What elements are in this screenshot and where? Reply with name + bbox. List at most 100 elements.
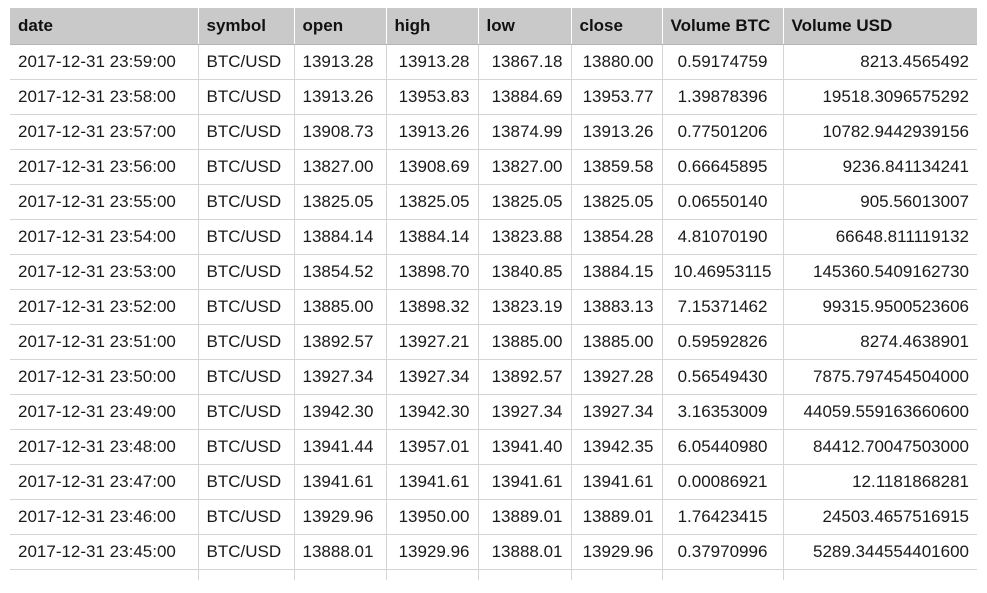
column-header-open[interactable]: open xyxy=(294,8,387,45)
cell-volume-btc[interactable]: 0.59592826 xyxy=(662,324,784,360)
cell-low[interactable]: 13874.99 xyxy=(478,114,572,150)
cell-high[interactable]: 13913.28 xyxy=(386,44,479,80)
cell-date[interactable]: 2017-12-31 23:55:00 xyxy=(10,184,199,220)
cell-volume-usd[interactable]: 84412.70047503000 xyxy=(783,429,977,465)
cell-open[interactable]: 13888.01 xyxy=(294,534,387,570)
cell-volume-btc[interactable]: 1.76423415 xyxy=(662,499,784,535)
cell-open[interactable]: 13941.44 xyxy=(294,429,387,465)
cell-volume-btc[interactable]: 0.66645895 xyxy=(662,149,784,185)
cell-close[interactable]: 13885.00 xyxy=(571,324,663,360)
cell-volume-btc[interactable]: 7.15371462 xyxy=(662,289,784,325)
cell-high[interactable]: 13898.32 xyxy=(386,289,479,325)
cell-low[interactable]: 13884.69 xyxy=(478,79,572,115)
table-row[interactable]: 2017-12-31 23:51:00 BTC/USD 13892.57 13927.… xyxy=(10,324,977,360)
cell-open[interactable]: 13908.73 xyxy=(294,114,387,150)
cell-low[interactable]: 13889.01 xyxy=(478,499,572,535)
cell-volume-btc[interactable]: 0.37970996 xyxy=(662,534,784,570)
cell-volume-usd[interactable]: 10782.9442939156 xyxy=(783,114,977,150)
cell-date[interactable]: 2017-12-31 23:45:00 xyxy=(10,534,199,570)
cell-volume-usd[interactable]: 145360.5409162730 xyxy=(783,254,977,290)
cell-open[interactable]: 13854.52 xyxy=(294,254,387,290)
cell-date[interactable]: 2017-12-31 23:50:00 xyxy=(10,359,199,395)
cell-open[interactable]: 13884.14 xyxy=(294,219,387,255)
cell-low[interactable]: 13827.00 xyxy=(478,149,572,185)
cell-open[interactable]: 13929.96 xyxy=(294,499,387,535)
cell-volume-btc[interactable]: 1.39878396 xyxy=(662,79,784,115)
cell-date[interactable]: 2017-12-31 23:57:00 xyxy=(10,114,199,150)
cell-symbol[interactable]: BTC/USD xyxy=(198,499,295,535)
column-header-date[interactable]: date xyxy=(10,8,199,45)
cell-symbol[interactable]: BTC/USD xyxy=(198,79,295,115)
cell-volume-btc[interactable]: 0.59174759 xyxy=(662,44,784,80)
cell-low[interactable]: 13867.18 xyxy=(478,44,572,80)
column-header-volume-btc[interactable]: Volume BTC xyxy=(662,8,784,45)
cell-date[interactable]: 2017-12-31 23:54:00 xyxy=(10,219,199,255)
cell-symbol[interactable]: BTC/USD xyxy=(198,44,295,80)
table-row[interactable]: 2017-12-31 23:48:00 BTC/USD 13941.44 13957.… xyxy=(10,429,977,465)
cell-date[interactable]: 2017-12-31 23:52:00 xyxy=(10,289,199,325)
table-row[interactable]: 2017-12-31 23:54:00 BTC/USD 13884.14 13884.… xyxy=(10,219,977,255)
cell-volume-usd[interactable]: 12.1181868281 xyxy=(783,464,977,500)
cell-date[interactable]: 2017-12-31 23:47:00 xyxy=(10,464,199,500)
cell-volume-btc[interactable]: 0.56549430 xyxy=(662,359,784,395)
table-row[interactable]: 2017-12-31 23:52:00 BTC/USD 13885.00 13898.… xyxy=(10,289,977,325)
table-row[interactable]: 2017-12-31 23:50:00 BTC/USD 13927.34 13927.… xyxy=(10,359,977,395)
cell-date[interactable]: 2017-12-31 23:51:00 xyxy=(10,324,199,360)
cell-open[interactable]: 13941.61 xyxy=(294,464,387,500)
cell-volume-usd[interactable]: 905.56013007 xyxy=(783,184,977,220)
cell-date[interactable]: 2017-12-31 23:48:00 xyxy=(10,429,199,465)
cell-symbol[interactable]: BTC/USD xyxy=(198,114,295,150)
cell-symbol[interactable]: BTC/USD xyxy=(198,534,295,570)
cell-high[interactable]: 13950.00 xyxy=(386,499,479,535)
cell-volume-usd[interactable]: 66648.811119132 xyxy=(783,219,977,255)
cell-date[interactable]: 2017-12-31 23:46:00 xyxy=(10,499,199,535)
cell-date[interactable]: 2017-12-31 23:56:00 xyxy=(10,149,199,185)
cell-volume-btc[interactable]: 4.81070190 xyxy=(662,219,784,255)
cell-high[interactable]: 13957.01 xyxy=(386,429,479,465)
cell-volume-btc[interactable]: 6.05440980 xyxy=(662,429,784,465)
cell-volume-btc[interactable]: 3.16353009 xyxy=(662,394,784,430)
cell-close[interactable]: 13880.00 xyxy=(571,44,663,80)
table-row[interactable]: 2017-12-31 23:47:00 BTC/USD 13941.61 13941.… xyxy=(10,464,977,500)
cell-volume-btc[interactable]: 0.00086921 xyxy=(662,464,784,500)
cell-close[interactable]: 13913.26 xyxy=(571,114,663,150)
cell-close[interactable]: 13854.28 xyxy=(571,219,663,255)
cell-close[interactable]: 13927.28 xyxy=(571,359,663,395)
cell-high[interactable]: 13953.83 xyxy=(386,79,479,115)
cell-high[interactable]: 13927.34 xyxy=(386,359,479,395)
cell-close[interactable]: 13883.13 xyxy=(571,289,663,325)
cell-symbol[interactable]: BTC/USD xyxy=(198,149,295,185)
cell-low[interactable]: 13927.34 xyxy=(478,394,572,430)
cell-volume-usd[interactable]: 8213.4565492 xyxy=(783,44,977,80)
cell-low[interactable]: 13885.00 xyxy=(478,324,572,360)
cell-high[interactable]: 13908.69 xyxy=(386,149,479,185)
cell-low[interactable]: 13825.05 xyxy=(478,184,572,220)
cell-volume-btc[interactable]: 0.06550140 xyxy=(662,184,784,220)
cell-open[interactable]: 13827.00 xyxy=(294,149,387,185)
table-row[interactable]: 2017-12-31 23:45:00 BTC/USD 13888.01 13929.… xyxy=(10,534,977,570)
cell-volume-btc[interactable]: 10.46953115 xyxy=(662,254,784,290)
cell-open[interactable]: 13913.26 xyxy=(294,79,387,115)
cell-low[interactable]: 13823.88 xyxy=(478,219,572,255)
cell-open[interactable]: 13927.34 xyxy=(294,359,387,395)
cell-low[interactable]: 13840.85 xyxy=(478,254,572,290)
cell-volume-usd[interactable]: 24503.4657516915 xyxy=(783,499,977,535)
column-header-volume-usd[interactable]: Volume USD xyxy=(783,8,977,45)
table-row[interactable]: 2017-12-31 23:46:00 BTC/USD 13929.96 13950.… xyxy=(10,499,977,535)
cell-low[interactable]: 13823.19 xyxy=(478,289,572,325)
table-row[interactable]: 2017-12-31 23:58:00 BTC/USD 13913.26 13953.… xyxy=(10,79,977,115)
cell-date[interactable]: 2017-12-31 23:53:00 xyxy=(10,254,199,290)
cell-symbol[interactable]: BTC/USD xyxy=(198,254,295,290)
cell-close[interactable]: 13942.35 xyxy=(571,429,663,465)
cell-open[interactable]: 13825.05 xyxy=(294,184,387,220)
column-header-high[interactable]: high xyxy=(386,8,479,45)
cell-low[interactable]: 13888.01 xyxy=(478,534,572,570)
cell-symbol[interactable]: BTC/USD xyxy=(198,464,295,500)
cell-high[interactable]: 13884.14 xyxy=(386,219,479,255)
table-row[interactable]: 2017-12-31 23:55:00 BTC/USD 13825.05 13825.… xyxy=(10,184,977,220)
cell-close[interactable]: 13929.96 xyxy=(571,534,663,570)
cell-high[interactable]: 13825.05 xyxy=(386,184,479,220)
cell-open[interactable]: 13885.00 xyxy=(294,289,387,325)
cell-close[interactable]: 13859.58 xyxy=(571,149,663,185)
cell-volume-usd[interactable]: 44059.559163660600 xyxy=(783,394,977,430)
